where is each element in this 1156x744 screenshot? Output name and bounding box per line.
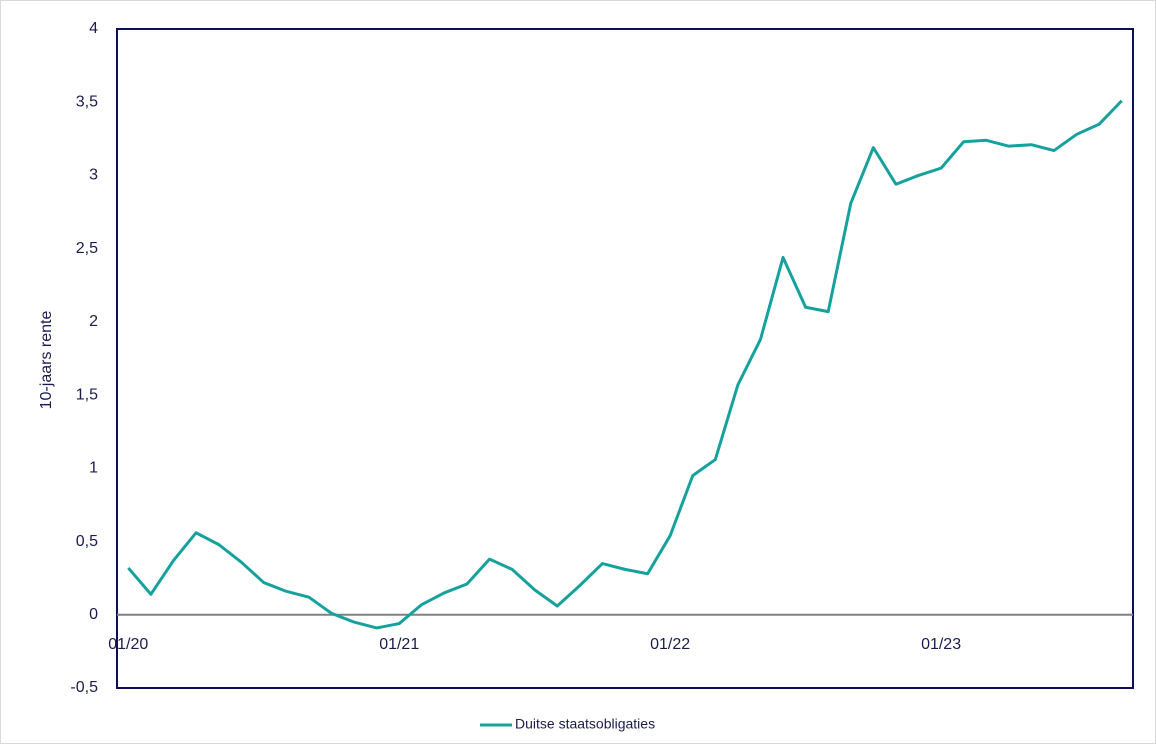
y-tick-label: 0,5 xyxy=(76,533,98,550)
x-tick-label: 01/20 xyxy=(108,636,148,653)
legend-label: Duitse staatsobligaties xyxy=(515,716,655,732)
y-tick-label: 0 xyxy=(89,606,98,623)
data-line xyxy=(127,99,1123,630)
y-tick-label: 4 xyxy=(89,20,98,37)
y-axis-label: 10-jaars rente xyxy=(38,311,55,410)
y-tick-label: 2,5 xyxy=(76,240,98,257)
y-tick-label: 1,5 xyxy=(76,386,98,403)
x-tick-label: 01/23 xyxy=(921,636,961,653)
x-tick-label: 01/22 xyxy=(650,636,690,653)
y-tick-label: -0,5 xyxy=(70,679,98,696)
y-tick-label: 1 xyxy=(89,460,98,477)
y-tick-label: 2 xyxy=(89,313,98,330)
y-tick-label: 3,5 xyxy=(76,93,98,110)
plot-frame xyxy=(116,28,1134,689)
y-tick-label: 3 xyxy=(89,167,98,184)
x-tick-label: 01/21 xyxy=(379,636,419,653)
